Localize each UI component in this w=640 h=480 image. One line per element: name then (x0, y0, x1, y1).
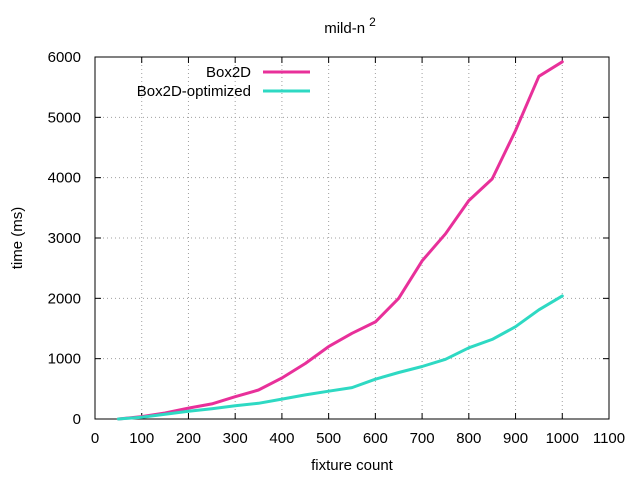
y-tick-label: 6000 (48, 49, 81, 66)
series-line-box2d (116, 60, 564, 421)
legend: Box2D Box2D-optimized (137, 64, 310, 100)
x-tick-label: 100 (129, 430, 154, 447)
x-tick-label: 700 (410, 430, 435, 447)
x-tick-label: 600 (363, 430, 388, 447)
grid-layer (95, 57, 609, 419)
x-tick-label: 900 (503, 430, 528, 447)
x-tick-label: 500 (316, 430, 341, 447)
chart-title-main: mild-n (324, 20, 365, 37)
y-tick-label: 0 (73, 411, 81, 428)
series-line-box2d-optimized (116, 294, 564, 421)
x-tick-label: 1100 (593, 430, 625, 447)
x-tick-label: 1000 (546, 430, 579, 447)
x-tick-label: 0 (91, 430, 99, 447)
x-tick-label: 400 (269, 430, 294, 447)
tick-layer: 0 100 200 300 400 500 600 700 800 900 1000 1100 0 100… (48, 49, 626, 447)
y-tick-label: 4000 (48, 170, 81, 187)
x-tick-label: 800 (456, 430, 481, 447)
chart-title-superscript: 2 (369, 15, 376, 29)
y-tick-label: 3000 (48, 230, 81, 247)
y-tick-label: 2000 (48, 290, 81, 307)
y-tick-label: 1000 (48, 351, 81, 368)
legend-label-box2d: Box2D (206, 64, 251, 81)
series-layer (116, 60, 564, 421)
x-tick-label: 200 (176, 430, 201, 447)
legend-label-box2d-optimized: Box2D-optimized (137, 83, 251, 100)
y-tick-label: 5000 (48, 109, 81, 126)
y-axis-title: time (ms) (9, 207, 26, 270)
x-tick-label: 300 (223, 430, 248, 447)
x-axis-title: fixture count (311, 457, 394, 474)
chart-title: mild-n 2 (324, 15, 376, 37)
